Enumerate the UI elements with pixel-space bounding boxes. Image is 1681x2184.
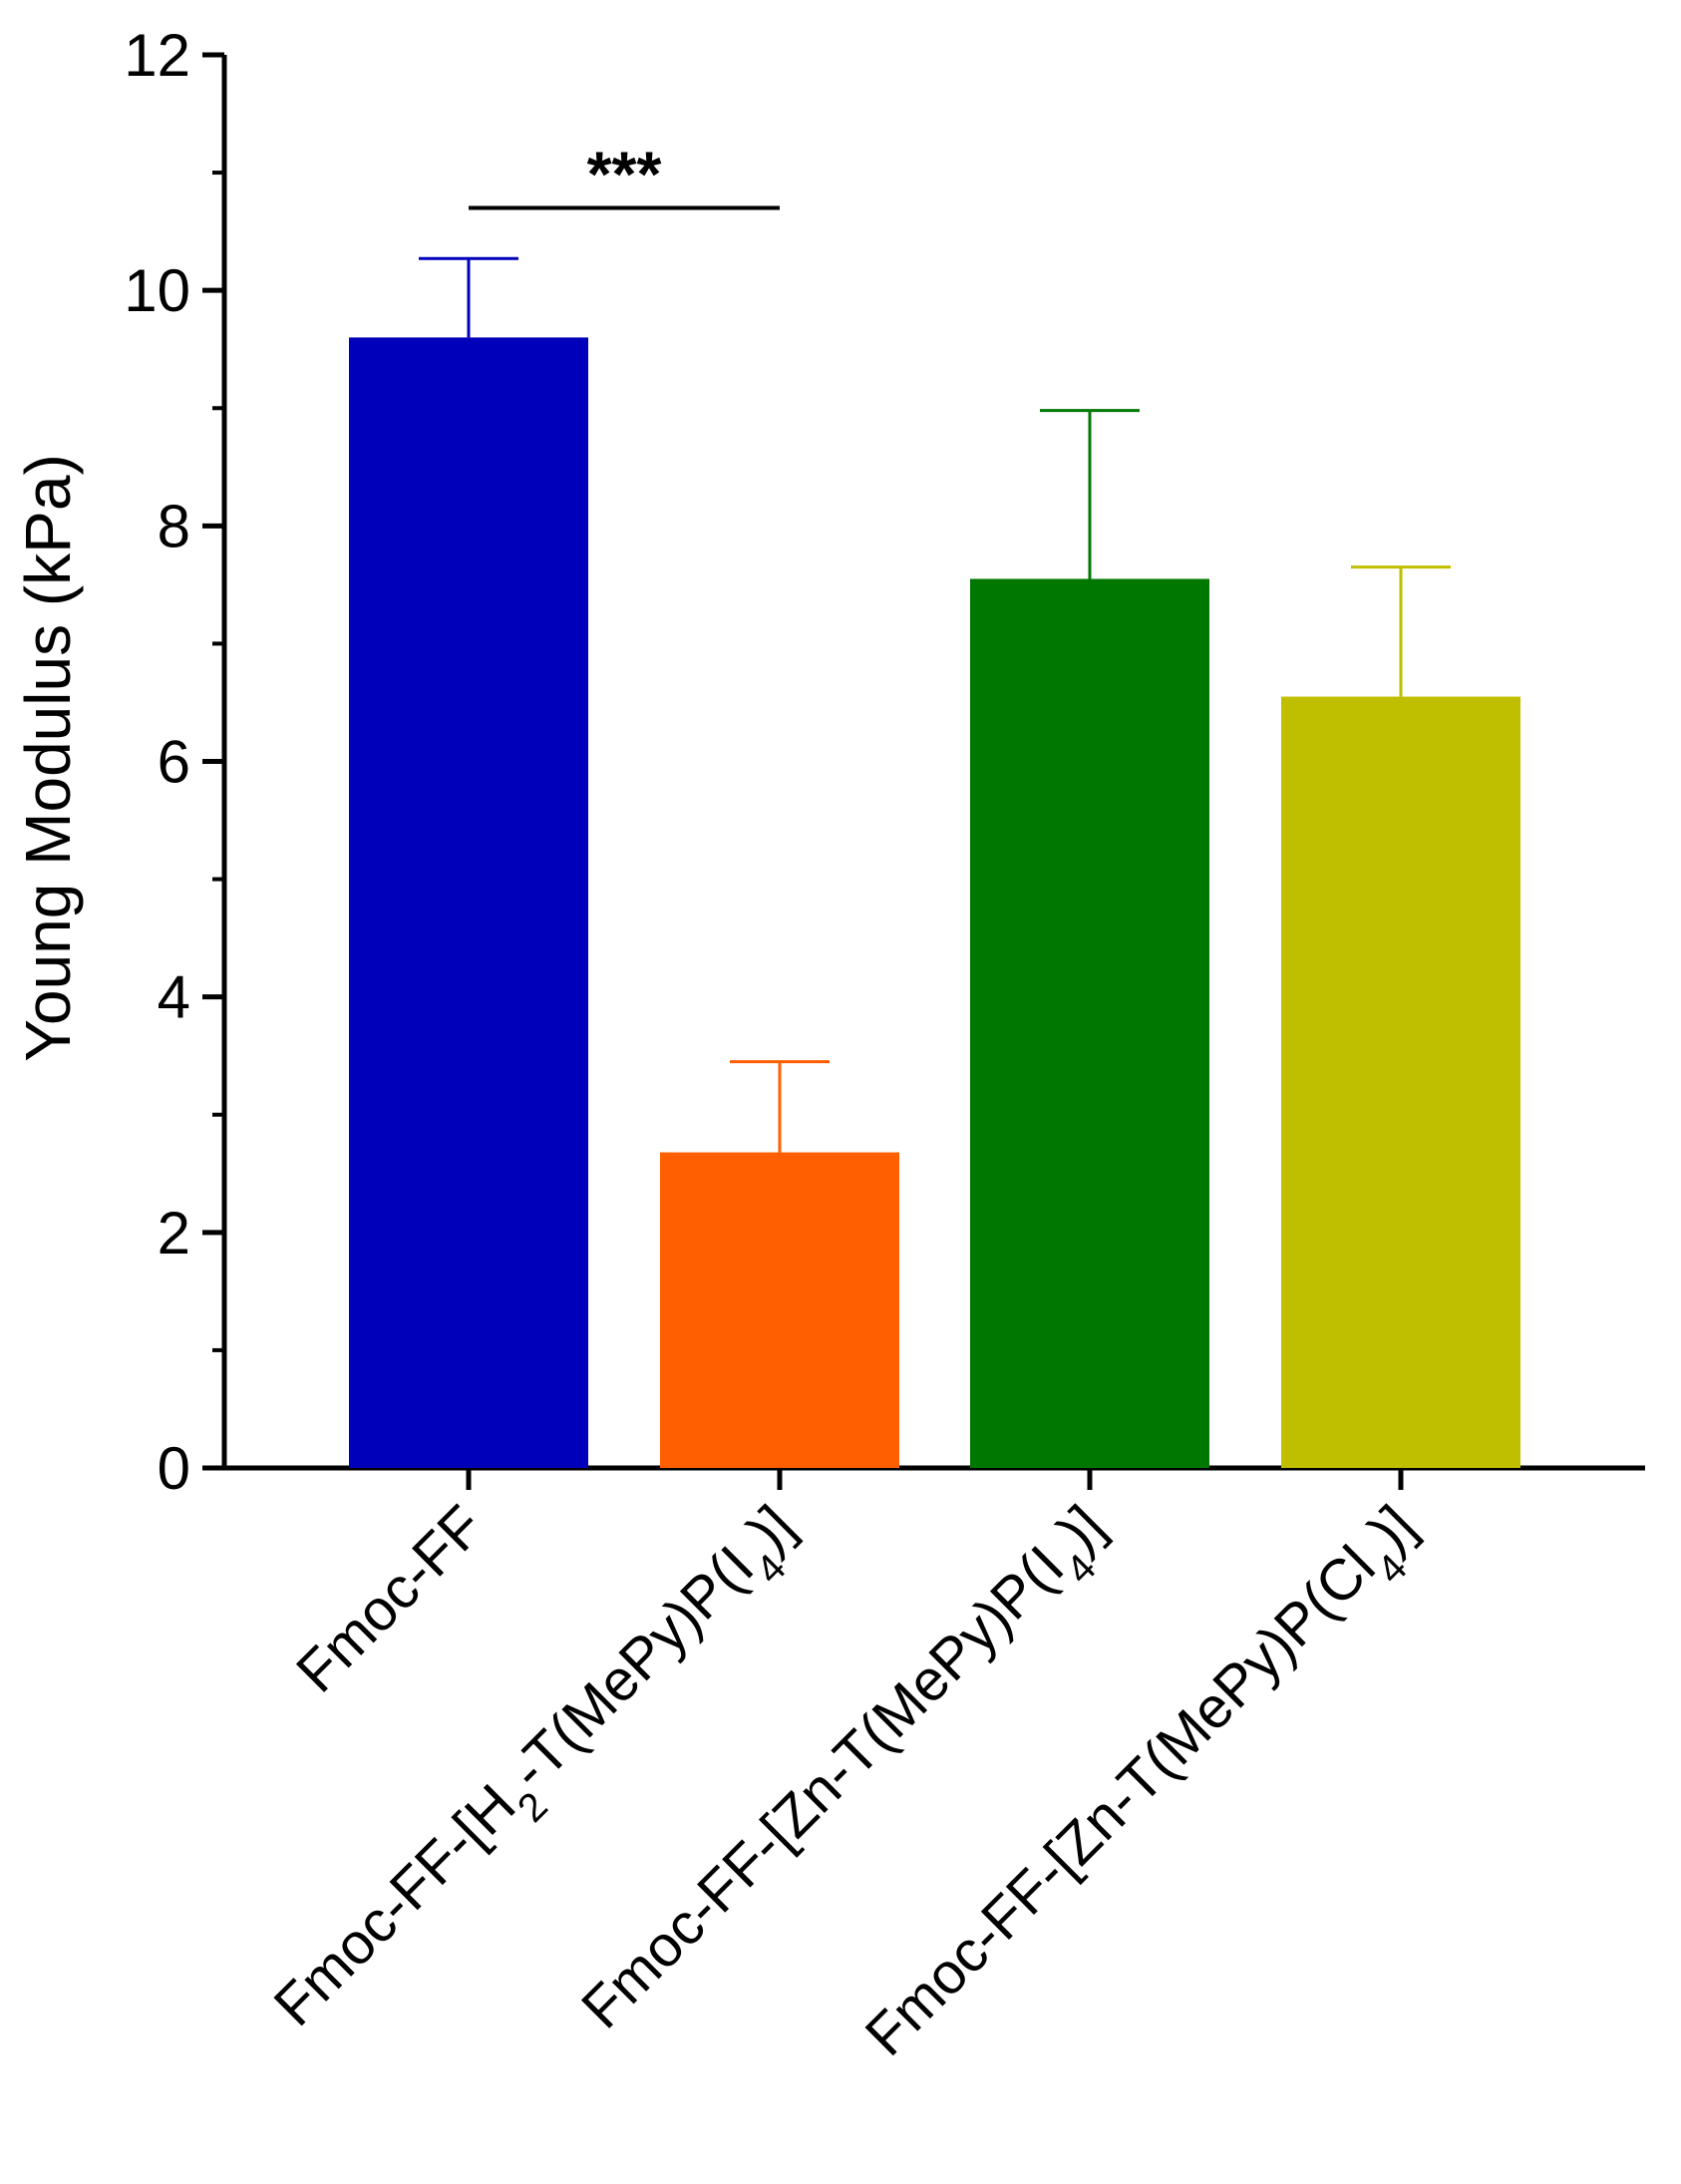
y-tick-label: 10 (124, 257, 190, 324)
y-tick-label: 6 (158, 729, 190, 796)
y-tick-label: 4 (158, 964, 190, 1031)
y-axis-title: Young Modulus (kPa) (12, 454, 84, 1062)
bar (660, 1152, 899, 1468)
bar (970, 578, 1209, 1468)
category-labels: Fmoc-FFFmoc-FF-[H2-T(MePy)P(I4)]Fmoc-FF-… (261, 1493, 1441, 2080)
x-category-label: Fmoc-FF-[H2-T(MePy)P(I4)] (261, 1493, 819, 2050)
y-tick-label: 2 (158, 1200, 190, 1267)
error-bars (419, 256, 1451, 1153)
significance-annotation: *** (469, 139, 780, 210)
x-category-label: Fmoc-FF-[Zn-T(MePy)P(I4)] (569, 1493, 1130, 2053)
x-category-label: Fmoc-FF (284, 1493, 496, 1704)
bar (1281, 696, 1520, 1468)
y-tick-label: 8 (158, 493, 190, 559)
y-tick-label: 12 (124, 22, 190, 89)
significance-label: *** (587, 139, 662, 210)
x-category-label: Fmoc-FF-[Zn-T(MePy)P(Cl4)] (853, 1493, 1441, 2080)
bars (349, 337, 1520, 1468)
bar (349, 337, 588, 1468)
y-tick-label: 0 (158, 1435, 190, 1502)
